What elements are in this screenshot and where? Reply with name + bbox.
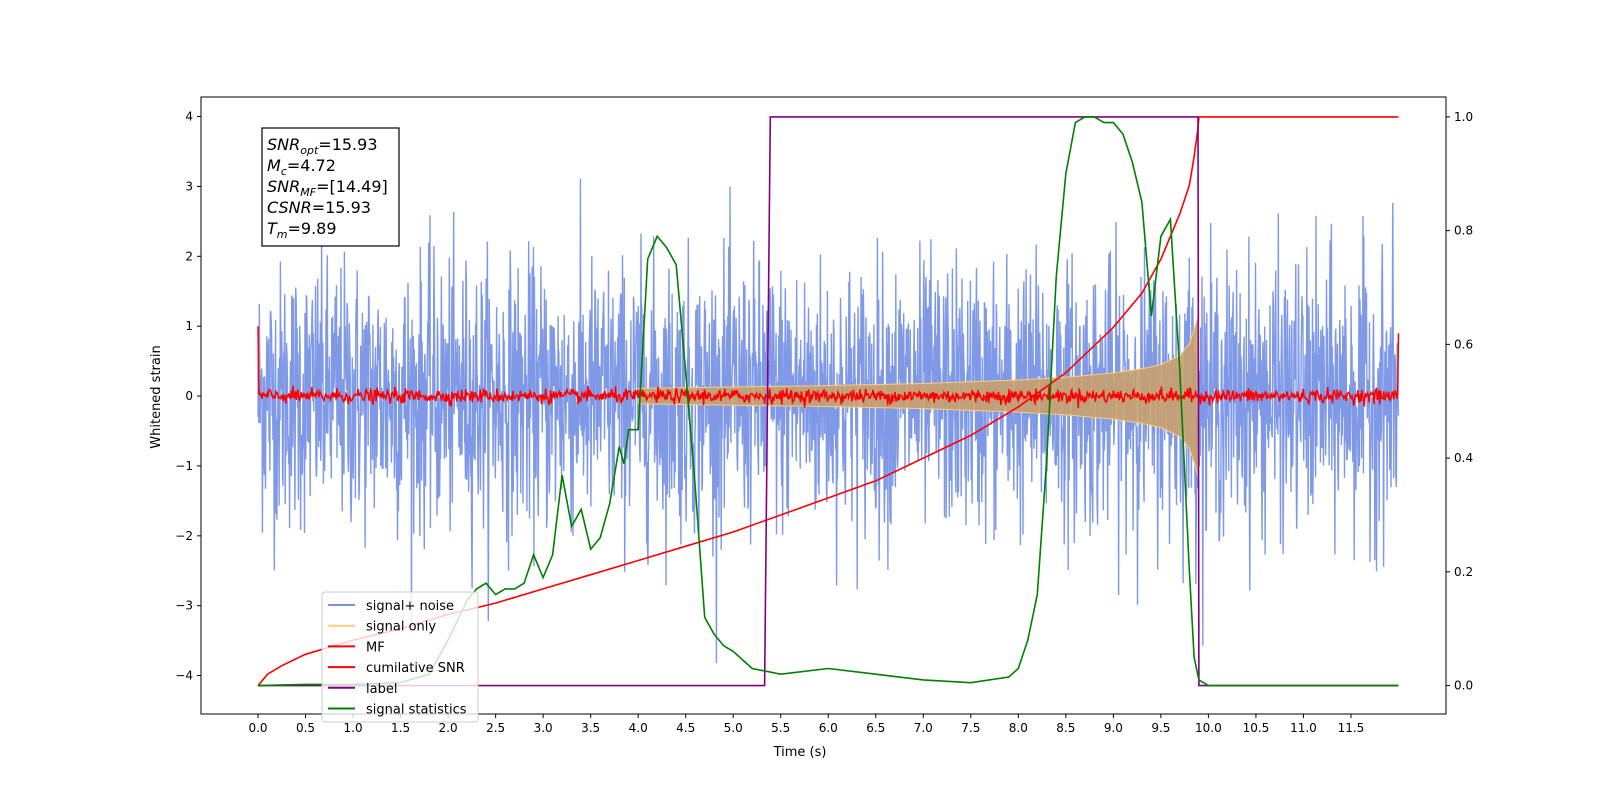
y-tick-label: −1	[175, 459, 193, 473]
x-tick-label: 2.0	[439, 721, 458, 735]
x-tick-label: 11.5	[1338, 721, 1365, 735]
legend-label: signal+ noise	[366, 599, 454, 614]
series-signal-statistics	[257, 116, 1399, 687]
x-tick-label: 5.0	[724, 721, 743, 735]
legend-label: signal statistics	[366, 703, 467, 718]
annotation-line: Mc=4.72	[267, 156, 336, 178]
x-tick-label: 8.5	[1056, 721, 1075, 735]
x-tick-label: 9.0	[1104, 721, 1123, 735]
x-tick-label: 3.5	[581, 721, 600, 735]
x-tick-label: 7.0	[914, 721, 933, 735]
y-tick-label: −2	[175, 529, 193, 543]
series-signal-noise	[257, 178, 1400, 664]
y2-tick-label: 0.0	[1454, 679, 1473, 693]
x-axis-label: Time (s)	[773, 745, 827, 760]
y-tick-label: 0	[185, 389, 193, 403]
y2-tick-label: 0.8	[1454, 224, 1473, 238]
x-tick-label: 0.5	[296, 721, 315, 735]
annotation-line: CSNR=15.93	[267, 198, 371, 217]
series-mf	[257, 326, 1400, 408]
y-tick-label: 4	[185, 110, 193, 124]
x-tick-label: 6.0	[819, 721, 838, 735]
y-tick-label: 3	[185, 179, 193, 193]
y2-tick-label: 1.0	[1454, 110, 1473, 124]
y2-tick-label: 0.2	[1454, 565, 1473, 579]
annotation-frame	[261, 127, 400, 247]
plot-frame	[200, 96, 1447, 715]
x-tick-label: 3.0	[534, 721, 553, 735]
legend: signal+ noise signal only MF cumilative SNR…	[321, 591, 479, 723]
legend-frame	[321, 591, 479, 723]
legend-label: MF	[366, 640, 385, 655]
y-tick-label: 2	[185, 249, 193, 263]
x-tick-label: 9.5	[1151, 721, 1170, 735]
plot-content	[257, 116, 1400, 687]
plot-area	[257, 116, 1400, 687]
x-tick-label: 0.0	[248, 721, 267, 735]
x-tick-label: 1.0	[344, 721, 363, 735]
x-tick-label: 10.0	[1195, 721, 1222, 735]
y-tick-label: 1	[185, 319, 193, 333]
y2-tick-label: 0.6	[1454, 337, 1473, 351]
annotation-line: Tm=9.89	[267, 219, 337, 241]
legend-label: cumilative SNR	[366, 661, 465, 676]
legend-label: signal only	[366, 620, 436, 635]
x-tick-label: 1.5	[391, 721, 410, 735]
y-tick-label: −4	[175, 669, 193, 683]
x-tick-label: 5.5	[771, 721, 790, 735]
y2-tick-label: 0.4	[1454, 451, 1473, 465]
x-tick-label: 4.5	[676, 721, 695, 735]
x-tick-label: 6.5	[866, 721, 885, 735]
x-tick-label: 10.5	[1243, 721, 1270, 735]
legend-label: label	[366, 682, 397, 697]
axes: 0.0 0.5 1.0 1.5 2.0 2.5 3.0 3.5 4.0 4.5 5.0 5.5 6.0 6…	[175, 96, 1473, 735]
annotation-line: SNRopt=15.93	[267, 135, 378, 157]
y-tick-label: −3	[175, 599, 193, 613]
annotation-box: SNRopt=15.93Mc=4.72SNRMF=[14.49]CSNR=15.…	[261, 127, 400, 247]
x-tick-label: 2.5	[486, 721, 505, 735]
y-axis-label: Whitened strain	[149, 345, 164, 448]
x-tick-label: 4.0	[629, 721, 648, 735]
x-tick-label: 8.0	[1009, 721, 1028, 735]
x-tick-label: 7.5	[961, 721, 980, 735]
annotation-line: SNRMF=[14.49]	[267, 177, 388, 199]
x-tick-label: 11.0	[1290, 721, 1317, 735]
